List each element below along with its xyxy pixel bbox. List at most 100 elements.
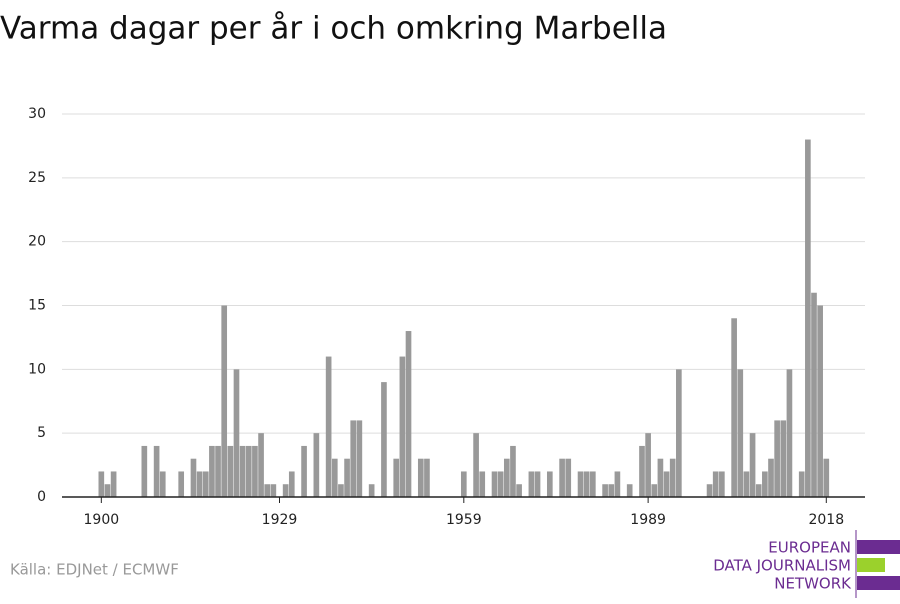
bar (331, 458, 338, 497)
bar (491, 471, 498, 497)
bar (516, 484, 522, 497)
bar (153, 445, 160, 497)
bar (350, 420, 357, 497)
bar (159, 471, 166, 497)
bar (202, 471, 209, 497)
y-tick-label: 30 (28, 106, 46, 122)
bar (719, 471, 725, 497)
bar (731, 318, 737, 497)
bar (460, 471, 467, 497)
bar (743, 471, 750, 497)
bar (608, 484, 615, 497)
bar (602, 484, 608, 497)
bar (510, 445, 516, 497)
bar (559, 458, 565, 497)
bar (817, 305, 823, 497)
bar (534, 471, 541, 497)
bar (780, 420, 787, 497)
x-tick-label: 1929 (262, 512, 298, 528)
bar (546, 471, 553, 497)
y-tick-label: 5 (37, 425, 46, 441)
bar (639, 445, 645, 497)
bar (104, 484, 111, 497)
bar (823, 458, 830, 497)
y-tick-label: 20 (28, 234, 46, 250)
bar (264, 484, 271, 497)
bar (282, 484, 289, 497)
bar (313, 433, 320, 497)
bar (424, 458, 430, 497)
bar (614, 471, 621, 497)
logo-bar (857, 540, 900, 554)
bar (706, 484, 713, 497)
bar (503, 458, 510, 497)
bar (381, 382, 387, 497)
bar (338, 484, 344, 497)
bar (645, 433, 651, 497)
bar (325, 356, 332, 497)
bar (473, 433, 479, 497)
bar (786, 369, 793, 497)
logo-text: NETWORK (774, 575, 852, 593)
bar (227, 445, 234, 497)
logo-bar (857, 558, 885, 572)
bar (239, 445, 246, 497)
bar (270, 484, 277, 497)
bar (368, 484, 375, 497)
bar (356, 420, 363, 497)
x-tick-label: 1989 (630, 512, 666, 528)
logo-text: EUROPEAN (768, 539, 851, 557)
bar (190, 458, 197, 497)
bar (805, 139, 811, 498)
bar (252, 445, 258, 497)
bar (497, 471, 504, 497)
bar (583, 471, 590, 497)
bar (798, 471, 805, 497)
bar (626, 484, 633, 497)
bar (669, 458, 676, 497)
bar (676, 369, 682, 497)
bar (417, 458, 424, 497)
bar (405, 331, 412, 497)
bar (245, 445, 252, 497)
bar (98, 471, 105, 497)
bar (209, 445, 215, 497)
bar (221, 305, 228, 497)
bar (712, 471, 719, 497)
bar (749, 433, 756, 497)
y-tick-label: 10 (28, 361, 46, 377)
x-tick-label: 2018 (808, 512, 844, 528)
y-tick-label: 15 (28, 298, 46, 314)
bar (565, 458, 572, 497)
bar (762, 471, 768, 497)
bar (196, 471, 203, 497)
x-tick-label: 1959 (446, 512, 482, 528)
bar (110, 471, 117, 497)
bar (774, 420, 780, 497)
bar (288, 471, 295, 497)
bar (233, 369, 240, 497)
bar (590, 471, 596, 497)
bar (215, 445, 221, 497)
bar (651, 484, 658, 497)
bar (811, 292, 817, 497)
bar (178, 471, 185, 497)
logo-text: DATA JOURNALISM (713, 557, 851, 575)
bar (657, 458, 664, 497)
bar (577, 471, 584, 497)
x-tick-label: 1900 (84, 512, 120, 528)
bar (479, 471, 486, 497)
y-tick-label: 25 (28, 170, 46, 186)
chart-title: Varma dagar per år i och omkring Marbell… (0, 11, 667, 47)
logo-bar (857, 576, 900, 590)
bar (393, 458, 400, 497)
bar (141, 445, 148, 497)
bar (301, 445, 307, 497)
bar (399, 356, 406, 497)
y-tick-label: 0 (37, 489, 46, 505)
bar (344, 458, 350, 497)
bar (755, 484, 762, 497)
source: Källa: EDJNet / ECMWF (10, 561, 179, 579)
